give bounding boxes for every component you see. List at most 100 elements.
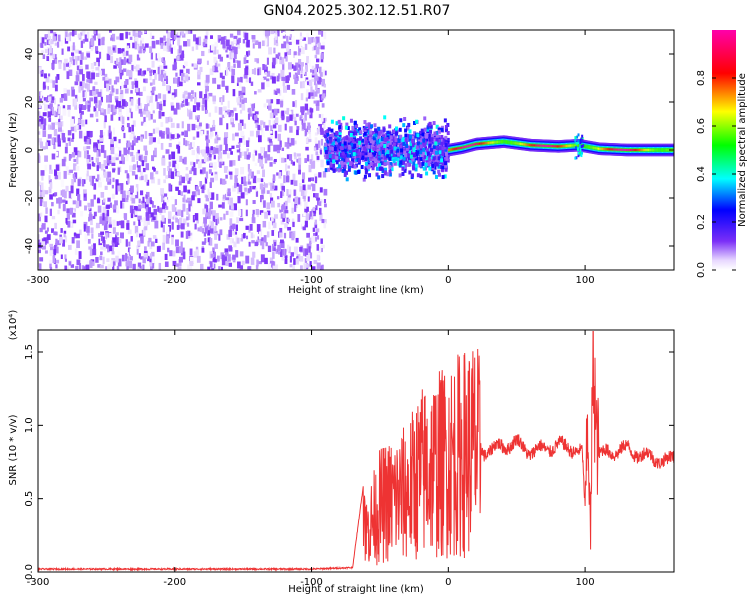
spectrogram-cell [230, 203, 234, 210]
spectrogram-cell [112, 227, 116, 234]
spectrogram-cell [65, 36, 70, 42]
spectrogram-cell [76, 240, 80, 249]
spectrogram-cell [80, 32, 83, 36]
spectrogram-cell [353, 137, 357, 142]
spectrogram-cell [105, 244, 110, 249]
spectrogram-cell [165, 175, 168, 179]
spectrogram-cell [57, 122, 62, 128]
spectrogram-cell [369, 134, 373, 139]
spectrogram-cell [53, 169, 58, 176]
spectrogram-cell [328, 151, 332, 156]
spectrogram-cell [111, 257, 116, 262]
spectrogram-cell [38, 104, 41, 109]
spectrogram-cell [41, 98, 46, 106]
spectrogram-cell [274, 36, 278, 40]
spectrogram-cell [167, 247, 170, 253]
spectrogram-cell [222, 149, 227, 155]
spectrogram-cell [211, 266, 215, 270]
spectrogram-cell [435, 156, 439, 161]
spectrogram-cell [231, 112, 234, 117]
spectrogram-cell [258, 231, 262, 239]
spectrogram-cell [187, 108, 191, 117]
spectrogram-cell [64, 254, 67, 260]
spectrogram-cell [210, 172, 214, 176]
spectrogram-cell [353, 139, 357, 144]
spectrogram-cell [252, 200, 256, 204]
spectrogram-cell [416, 133, 420, 138]
spectrogram-cell [48, 169, 53, 174]
spectrogram-cell [114, 105, 118, 109]
spectrogram-cell [205, 156, 210, 162]
spectrogram-cell [152, 86, 156, 91]
spectrogram-cell [274, 130, 278, 139]
spectrogram-cell [419, 144, 423, 149]
spectrogram-cell [316, 155, 320, 160]
spectrogram-cell [144, 201, 149, 209]
spectrogram-cell [402, 160, 406, 165]
spectrogram-cell [293, 189, 296, 196]
spectrogram-cell [264, 64, 267, 70]
spectrogram-cell [296, 94, 300, 101]
spectrogram-cell [289, 111, 292, 115]
spectrogram-cell [67, 130, 72, 136]
spectrogram-cell [368, 152, 372, 157]
spectrogram-cell [88, 78, 93, 84]
spectrogram-cell [155, 94, 158, 102]
spectrogram-cell [44, 164, 48, 171]
spectrogram-cell [386, 150, 390, 155]
spectrogram-cell [69, 169, 73, 174]
spectrogram-cell [381, 169, 385, 174]
spectrogram-cell [388, 156, 392, 161]
spectrogram-cell [437, 164, 441, 169]
spectrogram-cell [231, 75, 235, 84]
spectrogram-cell [144, 246, 147, 251]
spectrogram-cell [175, 186, 179, 191]
spectrogram-cell [429, 129, 433, 134]
spectrogram-cell [137, 43, 140, 51]
spectrogram-cell [151, 87, 154, 93]
spectrogram-cell [392, 142, 396, 147]
spectrogram-cell [87, 71, 91, 80]
spectrogram-cell [133, 221, 136, 226]
spectrogram-cell [174, 199, 178, 206]
spectrogram-cell [441, 151, 445, 156]
spectrogram-cell [361, 153, 365, 158]
spectrogram-cell [263, 151, 268, 159]
spectrogram-cell [52, 53, 56, 59]
spectrogram-cell [77, 118, 81, 124]
spectrogram-cell [330, 128, 334, 133]
spectrogram-cell [318, 123, 322, 132]
spectrogram-cell [446, 130, 450, 135]
spectrogram-cell [50, 98, 55, 103]
spectrogram-cell [404, 141, 408, 146]
spectrogram-cell [121, 116, 125, 125]
spectrogram-cell [256, 259, 259, 267]
spectrogram-cell [393, 146, 397, 151]
spectrogram-cell [160, 69, 165, 78]
spectrogram-cell [286, 142, 290, 149]
spectrogram-cell [275, 248, 279, 254]
spectrogram-cell [95, 91, 99, 100]
spectrogram-cell [151, 201, 156, 208]
spectrogram-cell [310, 177, 314, 181]
spectrogram-cell [157, 66, 160, 75]
spectrogram-cell [433, 131, 437, 136]
spectrogram-cell [444, 167, 448, 172]
spectrogram-cell [359, 136, 363, 141]
spectrogram-cell [38, 131, 41, 135]
spectrogram-cell [261, 199, 265, 205]
spectrogram-cell [315, 193, 319, 199]
spectrogram-cell [102, 76, 106, 81]
spectrogram-cell [163, 100, 166, 107]
spectrogram-cell [328, 154, 332, 159]
spectrogram-cell [268, 182, 272, 186]
spectrogram-cell [404, 133, 408, 138]
spectrogram-cell [264, 157, 268, 164]
spectrogram-cell [236, 237, 240, 244]
spectrogram-cell [268, 47, 272, 55]
spectrogram-cell [145, 43, 149, 48]
spectrogram-cell [324, 146, 328, 151]
spectrogram-cell [75, 58, 78, 65]
spectrogram-cell [375, 156, 379, 161]
spectrogram-cell [276, 88, 280, 94]
